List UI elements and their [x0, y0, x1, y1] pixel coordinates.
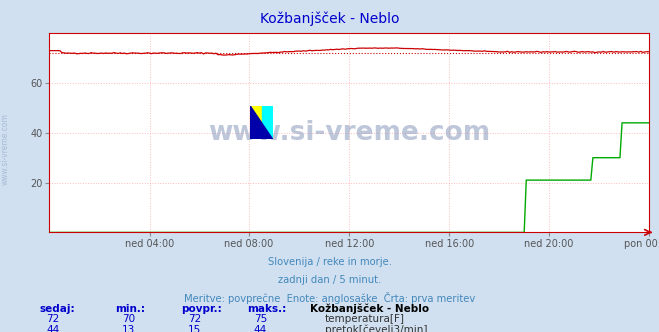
Bar — [262, 106, 273, 139]
Text: 75: 75 — [254, 314, 267, 324]
Text: 72: 72 — [46, 314, 59, 324]
Text: zadnji dan / 5 minut.: zadnji dan / 5 minut. — [278, 275, 381, 285]
Text: maks.:: maks.: — [247, 304, 287, 314]
Text: temperatura[F]: temperatura[F] — [325, 314, 405, 324]
Text: pretok[čevelj3/min]: pretok[čevelj3/min] — [325, 325, 428, 332]
Text: povpr.:: povpr.: — [181, 304, 222, 314]
Bar — [250, 106, 262, 139]
Text: Kožbanjšček - Neblo: Kožbanjšček - Neblo — [310, 304, 429, 314]
Text: 44: 44 — [46, 325, 59, 332]
Text: min.:: min.: — [115, 304, 146, 314]
Text: Slovenija / reke in morje.: Slovenija / reke in morje. — [268, 257, 391, 267]
Text: sedaj:: sedaj: — [40, 304, 75, 314]
Text: Meritve: povprečne  Enote: anglosaške  Črta: prva meritev: Meritve: povprečne Enote: anglosaške Črt… — [184, 292, 475, 304]
Text: www.si-vreme.com: www.si-vreme.com — [1, 114, 10, 185]
Text: 72: 72 — [188, 314, 201, 324]
Polygon shape — [250, 106, 273, 139]
Text: 44: 44 — [254, 325, 267, 332]
Text: www.si-vreme.com: www.si-vreme.com — [208, 120, 490, 146]
Text: 15: 15 — [188, 325, 201, 332]
Text: Kožbanjšček - Neblo: Kožbanjšček - Neblo — [260, 12, 399, 26]
Text: 13: 13 — [122, 325, 135, 332]
Text: 70: 70 — [122, 314, 135, 324]
